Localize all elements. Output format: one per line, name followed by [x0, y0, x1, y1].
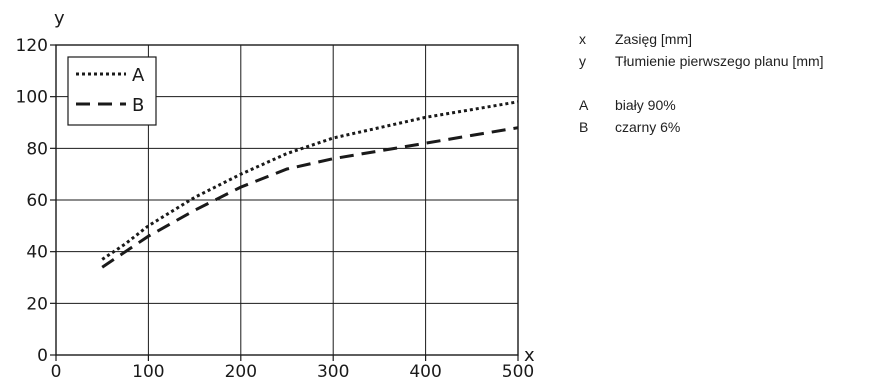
y-tick-label: 60 — [26, 191, 48, 211]
data-point-a — [331, 136, 336, 141]
data-point-b — [423, 141, 428, 146]
note-a-key: A — [579, 97, 589, 113]
axis-ticks: 0 100 200 300 400 500 0 20 40 60 80 100 120 — [16, 36, 535, 378]
legend-label-a: A — [132, 65, 145, 86]
variable-notes: x Zasięg [mm] y Tłumienie pierwszego pla… — [579, 28, 824, 138]
legend-label-b: B — [132, 95, 144, 116]
series-lines — [100, 99, 521, 270]
data-point-a — [192, 195, 197, 200]
note-x-key: x — [579, 31, 586, 47]
data-point-a — [516, 99, 521, 104]
y-tick-label: 120 — [16, 36, 48, 56]
y-tick-label: 80 — [26, 139, 48, 159]
note-y-key: y — [579, 53, 586, 69]
data-point-b — [146, 234, 151, 239]
x-tick-label: 500 — [502, 362, 534, 378]
data-point-a — [123, 241, 128, 246]
data-point-b — [469, 133, 474, 138]
grid — [56, 45, 518, 355]
y-tick-label: 20 — [26, 294, 48, 314]
data-point-a — [100, 257, 105, 262]
note-y-text: Tłumienie pierwszego planu [mm] — [615, 53, 824, 69]
x-axis-letter: x — [524, 345, 535, 366]
x-tick-label: 200 — [225, 362, 257, 378]
data-point-b — [331, 156, 336, 161]
data-point-a — [423, 115, 428, 120]
legend-box — [67, 56, 157, 126]
x-tick-label: 300 — [317, 362, 349, 378]
series-line-a — [101, 100, 519, 261]
data-point-a — [146, 223, 151, 228]
y-tick-label: 100 — [16, 88, 48, 108]
data-point-a — [285, 151, 290, 156]
data-point-b — [238, 185, 243, 190]
note-a-text: biały 90% — [615, 97, 676, 113]
legend: A B — [67, 56, 157, 126]
x-tick-label: 400 — [409, 362, 441, 378]
note-b: B czarny 6% — [579, 116, 824, 138]
note-a: A biały 90% — [579, 94, 824, 116]
data-point-b — [377, 148, 382, 153]
data-point-b — [192, 208, 197, 213]
x-tick-label: 100 — [132, 362, 164, 378]
data-point-b — [100, 265, 105, 270]
data-point-a — [238, 172, 243, 177]
y-tick-label: 40 — [26, 243, 48, 263]
note-x: x Zasięg [mm] — [579, 28, 824, 50]
y-axis-letter: y — [54, 8, 65, 29]
note-x-text: Zasięg [mm] — [615, 31, 693, 47]
note-b-text: czarny 6% — [615, 119, 681, 135]
series-line-b — [101, 126, 519, 269]
data-point-b — [516, 125, 521, 130]
note-b-key: B — [579, 119, 589, 135]
data-point-b — [123, 249, 128, 254]
data-point-a — [469, 107, 474, 112]
x-tick-label: 0 — [51, 362, 62, 378]
note-y: y Tłumienie pierwszego planu [mm] — [579, 50, 824, 72]
y-tick-label: 0 — [37, 346, 48, 366]
data-point-a — [377, 125, 382, 130]
data-point-b — [285, 167, 290, 172]
